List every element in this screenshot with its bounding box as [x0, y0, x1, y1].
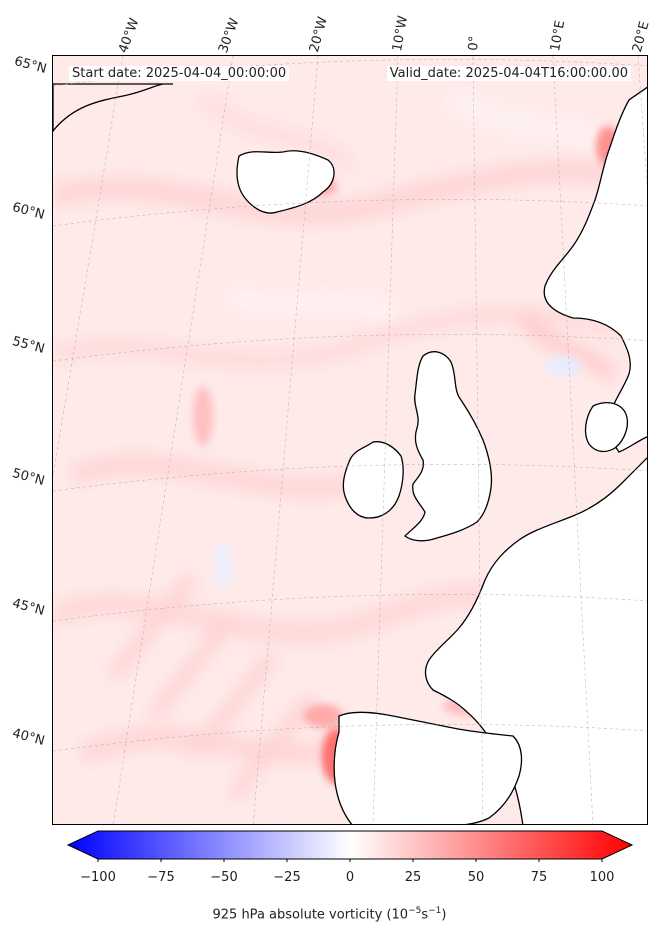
- ireland: [342, 441, 404, 519]
- lat-label-65n: 65°N: [12, 54, 49, 77]
- start-date-label: Start date: 2025-04-04_00:00:00: [69, 66, 290, 81]
- iberia: [333, 711, 523, 824]
- colorbar-tick-label: −25: [273, 870, 301, 885]
- lon-label-10w: 10°W: [390, 14, 412, 53]
- denmark: [584, 401, 629, 453]
- lon-label-10e: 10°E: [548, 19, 569, 53]
- colorbar: [66, 830, 634, 862]
- graticule: [53, 56, 647, 824]
- colorbar-tick-label: −75: [147, 870, 175, 885]
- colorbar-tick-label: −100: [80, 870, 116, 885]
- colorbar-label-exp1: −5: [408, 906, 422, 916]
- colorbar-tick-label: 25: [404, 870, 422, 885]
- land: [53, 83, 647, 824]
- colorbar-tick-label: 75: [530, 870, 548, 885]
- lon-label-20w: 20°W: [307, 15, 331, 54]
- colorbar-tick-label: 100: [589, 870, 615, 885]
- colorbar-label: 925 hPa absolute vorticity (10−5s−1): [0, 906, 659, 922]
- vorticity-texture: [53, 88, 647, 801]
- lon-label-0: 0°: [466, 35, 483, 52]
- colorbar-label-mid: s: [421, 907, 429, 923]
- colorbar-ticks: [97, 859, 603, 862]
- colorbar-tick-label: −50: [210, 870, 238, 885]
- vorticity-map: [53, 56, 647, 824]
- colorbar-label-main: 925 hPa absolute vorticity (10: [212, 907, 409, 923]
- great-britain: [404, 351, 493, 542]
- lat-label-60n: 60°N: [10, 200, 47, 223]
- lat-label-45n: 45°N: [10, 596, 47, 619]
- colorbar-bar: [66, 830, 634, 860]
- lat-label-40n: 40°N: [10, 726, 47, 749]
- valid-date-label: Valid_date: 2025-04-04T16:00:00.00: [386, 66, 631, 81]
- lat-label-55n: 55°N: [10, 334, 47, 357]
- colorbar-label-end: ): [441, 907, 447, 923]
- map-panel: Start date: 2025-04-04_00:00:00 Valid_da…: [52, 55, 648, 825]
- greenland-coast: [53, 83, 173, 133]
- lon-label-30w: 30°W: [216, 16, 243, 56]
- lon-label-40w: 40°W: [116, 16, 143, 56]
- lat-label-50n: 50°N: [10, 466, 47, 489]
- colorbar-tick-label: 0: [345, 870, 355, 885]
- iceland: [236, 150, 335, 214]
- colorbar-label-exp2: −1: [428, 906, 442, 916]
- colorbar-tick-label: 50: [467, 870, 485, 885]
- lon-label-20e: 20°E: [630, 19, 653, 54]
